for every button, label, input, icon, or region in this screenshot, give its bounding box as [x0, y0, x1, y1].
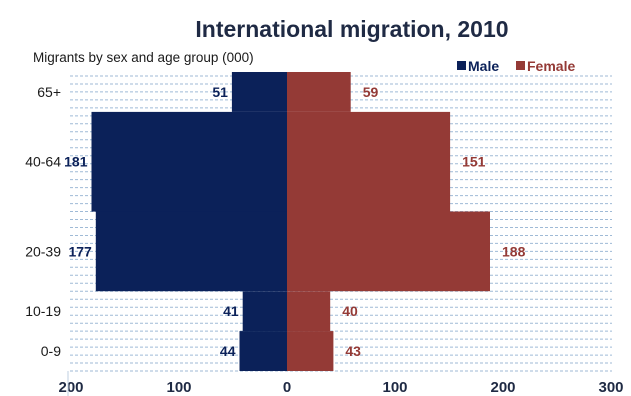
- legend: Male Female: [457, 58, 575, 74]
- y-tick-label-40-64: 40-64: [25, 154, 61, 170]
- x-tick-label: 100: [166, 379, 191, 396]
- chart-title: International migration, 2010: [195, 16, 508, 42]
- data-label-male-20-39: 177: [68, 243, 92, 259]
- bar-male-20-39: [95, 211, 287, 292]
- data-label-female-0-9: 43: [345, 343, 361, 359]
- bar-female-40-64: [287, 111, 451, 212]
- x-tick-label: 200: [490, 379, 515, 396]
- legend-swatch-female: [516, 61, 525, 70]
- bar-female-0-9: [287, 331, 334, 371]
- y-tick-label-10-19: 10-19: [25, 303, 61, 319]
- bar-female-10-19: [287, 291, 331, 332]
- legend-label-female: Female: [527, 58, 575, 74]
- data-label-female-65+: 59: [363, 84, 379, 100]
- data-label-female-10-19: 40: [342, 303, 358, 319]
- data-label-male-40-64: 181: [64, 154, 88, 170]
- y-tick-label-0-9: 0-9: [41, 343, 61, 359]
- bar-male-10-19: [242, 291, 287, 332]
- y-tick-label-65+: 65+: [37, 84, 61, 100]
- legend-swatch-male: [457, 61, 466, 70]
- bar-male-0-9: [239, 331, 287, 371]
- bar-male-40-64: [91, 111, 287, 212]
- x-tick-label: 200: [58, 379, 83, 396]
- bar-female-65+: [287, 72, 351, 112]
- data-label-male-10-19: 41: [223, 303, 239, 319]
- data-label-female-40-64: 151: [462, 154, 486, 170]
- bar-female-20-39: [287, 211, 490, 292]
- data-label-male-65+: 51: [212, 84, 228, 100]
- x-tick-label: 0: [283, 379, 291, 396]
- data-labels: 44 43 41 40 177 188 181 151 51 59: [64, 84, 525, 359]
- x-tick-label: 300: [598, 379, 623, 396]
- bars: [91, 72, 490, 371]
- data-label-male-0-9: 44: [220, 343, 236, 359]
- x-tick-label: 100: [382, 379, 407, 396]
- y-axis-tick-labels: 0-9 10-19 20-39 40-64 65+: [25, 84, 61, 359]
- x-axis-tick-labels: 200 100 0 100 200 300: [58, 379, 623, 396]
- chart-subtitle: Migrants by sex and age group (000): [33, 50, 254, 65]
- data-label-female-20-39: 188: [502, 243, 526, 259]
- y-tick-label-20-39: 20-39: [25, 243, 61, 259]
- bar-male-65+: [231, 72, 287, 112]
- legend-label-male: Male: [468, 58, 499, 74]
